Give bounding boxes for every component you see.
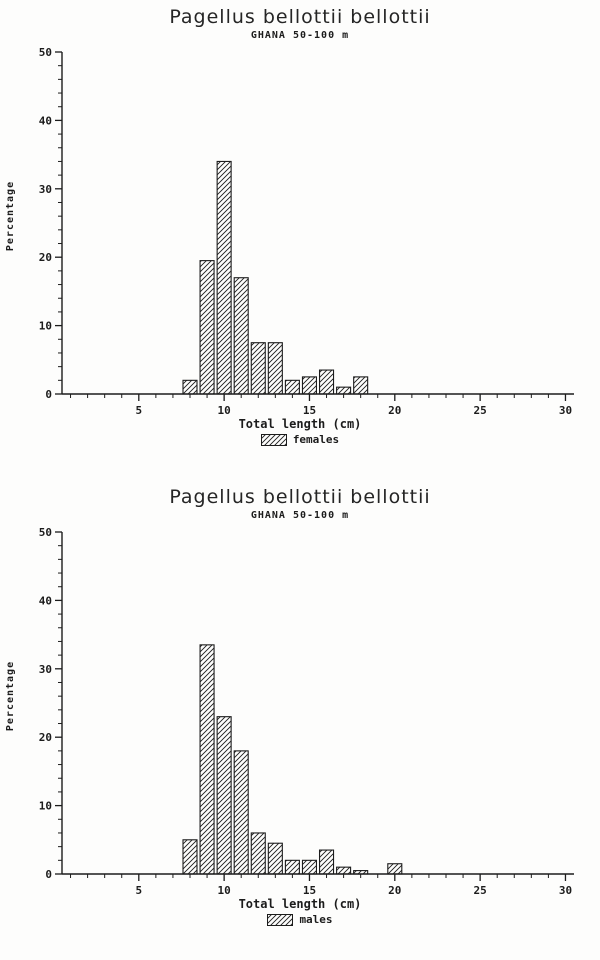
y-tick-label: 20 xyxy=(39,251,52,264)
plot-wrap: Percentage 5 10 15 20 25 30 0 10 20 30 40 50 xyxy=(0,522,600,900)
plot-area: 5 10 15 20 25 30 0 10 20 30 40 50 xyxy=(39,46,574,417)
bar xyxy=(250,832,266,875)
y-tick-label: 0 xyxy=(45,868,52,881)
bar xyxy=(233,277,249,395)
bar xyxy=(199,644,215,875)
bar xyxy=(182,379,198,395)
chart-subtitle: GHANA 50-100 m xyxy=(250,510,350,521)
x-tick-label: 10 xyxy=(218,884,231,897)
x-axis-label: Total length (cm) xyxy=(238,417,362,431)
chart-title: Pagellus bellottii bellottii xyxy=(169,486,431,508)
bar xyxy=(267,842,283,875)
bar xyxy=(216,160,232,395)
x-tick-label: 25 xyxy=(474,884,487,897)
bar xyxy=(233,750,249,875)
bar xyxy=(353,870,369,875)
x-tick-label: 30 xyxy=(559,884,572,897)
bar xyxy=(182,839,198,875)
bar xyxy=(336,866,352,875)
females-length-frequency-chart: Pagellus bellottii bellottii GHANA 50-10… xyxy=(0,6,600,446)
x-axis-label: Total length (cm) xyxy=(238,897,362,911)
y-tick-label: 30 xyxy=(39,663,52,676)
y-axis-label: Percentage xyxy=(5,660,16,731)
y-tick-label: 30 xyxy=(39,183,52,196)
x-tick-label: 15 xyxy=(303,884,316,897)
bar xyxy=(336,386,352,395)
y-tick-label: 10 xyxy=(39,800,52,813)
plot-area: 5 10 15 20 25 30 0 10 20 30 40 50 xyxy=(39,526,574,897)
y-tick-label: 50 xyxy=(39,46,52,59)
bar xyxy=(199,260,215,395)
plot-wrap: Percentage 5 10 15 20 25 30 0 10 20 30 40 50 xyxy=(0,42,600,420)
legend-label: females xyxy=(292,433,340,446)
hatch-swatch-icon xyxy=(267,913,294,926)
bar xyxy=(284,379,300,395)
y-tick-label: 20 xyxy=(39,731,52,744)
chart-subtitle: GHANA 50-100 m xyxy=(250,30,350,41)
x-tick-label: 30 xyxy=(559,404,572,417)
legend: females xyxy=(0,433,600,446)
legend-label: males xyxy=(299,913,333,926)
bar xyxy=(301,859,318,875)
y-tick-label: 40 xyxy=(39,594,52,607)
bar xyxy=(318,369,335,395)
bar xyxy=(250,342,266,395)
y-tick-label: 10 xyxy=(39,320,52,333)
x-tick-label: 10 xyxy=(218,404,231,417)
hatch-swatch-icon xyxy=(260,433,287,446)
y-tick-label: 50 xyxy=(39,526,52,539)
bar xyxy=(318,849,335,875)
y-axis-label: Percentage xyxy=(5,180,16,251)
bar xyxy=(353,376,369,395)
x-tick-label: 25 xyxy=(474,404,487,417)
chart-title: Pagellus bellottii bellottii xyxy=(169,6,431,28)
x-tick-label: 5 xyxy=(135,884,142,897)
y-tick-label: 40 xyxy=(39,114,52,127)
legend: males xyxy=(0,913,600,926)
males-length-frequency-chart: Pagellus bellottii bellottii GHANA 50-10… xyxy=(0,480,600,960)
y-tick-label: 0 xyxy=(45,388,52,401)
bar xyxy=(301,376,318,395)
x-tick-label: 15 xyxy=(303,404,316,417)
bar xyxy=(284,859,300,875)
bar xyxy=(387,863,403,875)
x-tick-label: 5 xyxy=(135,404,142,417)
bar xyxy=(216,716,232,875)
x-tick-label: 20 xyxy=(388,404,401,417)
x-tick-label: 20 xyxy=(388,884,401,897)
bar xyxy=(267,342,283,395)
